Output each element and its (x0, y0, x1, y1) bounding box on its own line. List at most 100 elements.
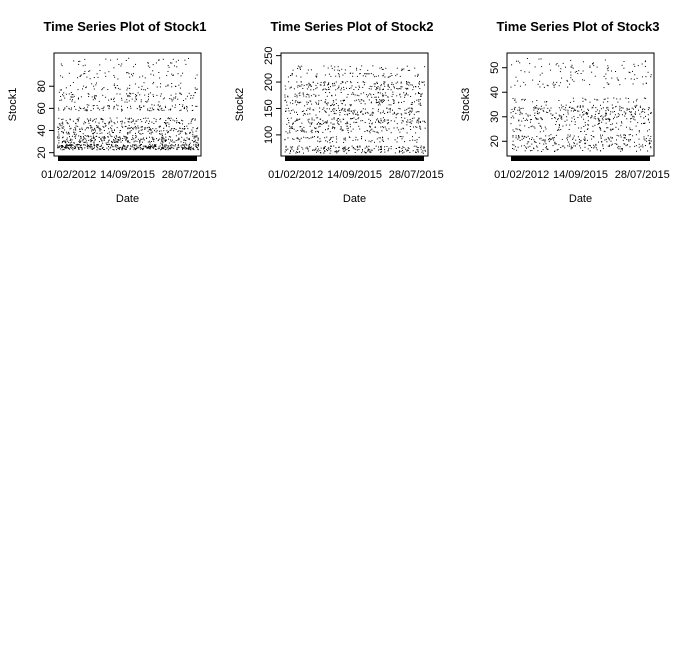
data-point (564, 120, 566, 122)
data-point (151, 107, 153, 109)
data-point (170, 144, 172, 146)
data-point (354, 152, 356, 153)
data-point (160, 148, 162, 150)
data-point (320, 152, 322, 154)
data-point (603, 75, 605, 77)
data-point (81, 127, 83, 129)
data-point (289, 132, 291, 134)
data-point (628, 71, 630, 73)
data-point (179, 127, 181, 129)
data-point (192, 135, 194, 137)
data-point (93, 137, 95, 139)
data-point (596, 66, 598, 68)
data-point (97, 126, 99, 128)
data-point (338, 87, 340, 88)
data-point (307, 93, 309, 95)
data-point (96, 73, 98, 75)
data-point (388, 76, 390, 78)
data-point (379, 89, 381, 91)
data-point (318, 126, 320, 128)
data-point (97, 145, 99, 146)
data-point (187, 128, 189, 130)
data-point (381, 93, 383, 95)
data-point (72, 147, 74, 149)
data-point (287, 95, 289, 97)
data-point (303, 126, 305, 128)
data-point (108, 122, 110, 124)
data-point (570, 110, 572, 112)
data-point (388, 86, 390, 88)
data-point (126, 89, 128, 91)
data-point (601, 115, 603, 117)
data-point (367, 94, 369, 96)
data-point (572, 97, 574, 99)
data-point (75, 123, 77, 125)
data-point (149, 132, 151, 134)
data-point (349, 137, 351, 138)
data-point (97, 143, 99, 145)
data-point (155, 149, 157, 150)
data-point (345, 123, 347, 125)
data-point (98, 100, 100, 102)
x-tick-label: 01/02/2012 (268, 169, 323, 181)
data-point (287, 148, 289, 150)
data-point (174, 145, 176, 147)
data-point (65, 93, 67, 95)
data-point (77, 144, 79, 146)
data-point (586, 112, 588, 114)
data-point (606, 127, 608, 129)
data-point (301, 111, 303, 112)
data-point (355, 122, 357, 124)
data-point (91, 128, 93, 130)
data-point (342, 147, 344, 149)
data-point (85, 87, 87, 89)
data-point (554, 142, 556, 144)
data-point (554, 151, 555, 152)
data-point (650, 135, 652, 137)
data-point (122, 126, 124, 128)
data-point (78, 135, 80, 137)
data-point (342, 107, 344, 109)
data-point (400, 113, 402, 115)
data-point (303, 113, 305, 114)
data-point (68, 144, 69, 146)
data-point (422, 81, 424, 83)
data-point (328, 83, 329, 85)
data-point (69, 85, 71, 87)
data-point (139, 107, 141, 109)
data-point (403, 101, 405, 102)
data-point (87, 145, 89, 147)
data-point (313, 89, 315, 91)
data-point (140, 107, 142, 108)
data-point (194, 139, 196, 141)
data-point (132, 135, 134, 137)
chart-title: Time Series Plot of Stock1 (43, 19, 206, 34)
data-point (381, 130, 383, 132)
data-point (102, 88, 104, 90)
data-point (607, 67, 609, 69)
data-point (85, 86, 87, 88)
data-point (135, 136, 137, 138)
data-point (394, 87, 395, 89)
data-point (364, 122, 366, 123)
data-point (319, 111, 321, 113)
data-point (594, 116, 596, 117)
data-point (360, 120, 362, 122)
data-point (323, 148, 324, 150)
data-point (189, 131, 191, 133)
data-point (513, 107, 515, 109)
data-point (117, 121, 118, 123)
data-point (156, 86, 158, 88)
data-point (72, 99, 73, 101)
data-point (292, 99, 294, 101)
data-point (146, 127, 148, 129)
data-point (119, 137, 121, 139)
data-point (517, 109, 519, 111)
data-point (320, 81, 322, 83)
data-point (414, 101, 415, 103)
data-point (145, 121, 146, 123)
data-point (93, 105, 95, 106)
data-point (597, 99, 599, 101)
data-point (528, 141, 530, 143)
data-point (95, 135, 97, 137)
